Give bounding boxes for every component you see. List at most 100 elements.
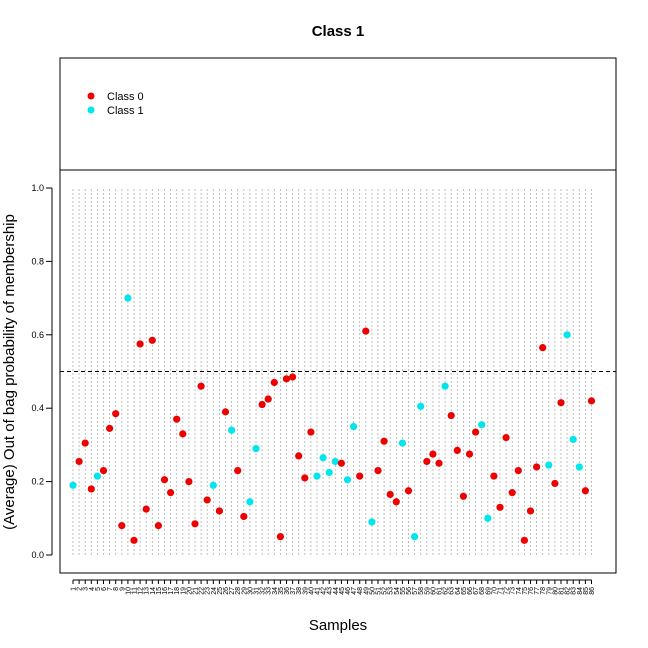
data-point-51 [374,466,382,475]
data-point-43 [325,468,333,477]
data-point-18 [173,415,181,423]
data-point-2 [75,457,83,466]
x-tick-label: 49 [363,587,370,595]
data-point-84 [575,463,583,471]
data-point-59 [423,457,431,466]
x-tick-label: 43 [327,587,334,595]
x-tick-label: 50 [369,587,376,595]
chart-title: Class 1 [312,23,365,40]
x-tick-label: 40 [308,587,315,595]
data-point-36 [282,375,291,383]
data-point-80 [551,479,559,488]
x-tick-label: 74 [516,587,523,595]
data-point-13 [142,505,150,513]
x-tick-label: 5 [95,587,102,591]
x-tick-label: 56 [406,587,413,595]
data-point-74 [514,466,522,475]
data-point-39 [301,474,309,482]
data-point-5 [93,472,101,480]
data-point-53 [386,490,394,499]
x-tick-label: 24 [211,587,218,595]
data-point-73 [508,489,516,497]
data-point-6 [99,466,108,475]
data-point-60 [429,450,437,458]
data-point-3 [81,439,89,447]
x-tick-label: 51 [376,587,383,595]
data-point-68 [478,421,486,429]
x-tick-label: 34 [272,587,279,595]
y-tick-label: 1.0 [31,183,44,193]
data-point-57 [411,533,419,541]
data-point-50 [368,518,376,526]
data-point-85 [581,487,590,495]
x-tick-label: 3 [83,587,90,591]
data-point-31 [252,444,260,453]
x-tick-label: 80 [552,587,559,595]
data-point-23 [203,496,211,504]
x-tick-label: 86 [589,587,596,595]
data-point-16 [160,476,169,484]
data-point-55 [398,439,406,447]
x-tick-label: 76 [528,587,535,595]
data-point-29 [240,512,248,521]
x-tick-label: 63 [449,587,456,595]
x-tick-label: 21 [193,587,200,595]
data-point-30 [246,498,254,506]
data-point-22 [197,382,205,390]
x-tick-label: 71 [498,587,505,595]
data-point-72 [502,433,510,442]
y-tick-label: 0.2 [31,477,44,487]
y-axis: 0.0 0.2 0.4 0.6 0.8 1.0 [31,183,53,560]
x-tick-label: 48 [357,587,364,595]
x-tick-label: 82 [565,587,572,595]
x-tick-label: 60 [430,587,437,595]
x-tick-label: 2 [77,587,84,591]
data-point-40 [307,428,315,436]
data-point-71 [496,503,504,511]
x-tick-label: 47 [351,587,358,595]
x-tick-label: 39 [302,587,309,595]
x-tick-label: 15 [156,587,163,595]
x-tick-label: 4 [89,587,96,591]
x-tick-label: 78 [540,587,547,595]
x-axis-label: Samples [309,617,367,634]
data-point-7 [106,424,114,432]
data-points [69,294,596,544]
data-point-35 [276,533,284,541]
data-point-17 [167,489,175,497]
legend-label-class-0: Class 0 [107,91,144,103]
x-tick-label: 19 [180,587,187,595]
x-tick-label: 13 [144,587,151,595]
data-point-78 [539,344,547,352]
x-tick-label: 83 [571,587,578,595]
data-point-15 [154,522,162,530]
data-point-76 [526,507,535,515]
data-point-81 [557,399,565,407]
x-tick-label: 61 [437,587,444,595]
data-point-75 [520,536,529,544]
data-point-62 [441,382,449,390]
x-tick-label: 67 [473,587,480,595]
data-point-83 [569,435,577,443]
x-tick-label: 26 [223,587,230,595]
x-tick-label: 75 [522,587,529,595]
data-point-37 [289,373,297,381]
legend-marker-class-1 [87,106,95,114]
x-tick-label: 31 [254,587,261,595]
data-point-56 [404,487,413,495]
x-tick-label: 54 [394,587,401,595]
x-tick-label: 1 [71,587,78,591]
x-tick-label: 8 [113,587,120,591]
data-point-14 [148,336,156,344]
x-tick-label: 59 [424,587,431,595]
x-tick-label: 84 [577,587,584,595]
data-point-82 [563,331,571,339]
x-tick-label: 9 [119,587,126,591]
y-axis-label: (Average) Out of bag probability of memb… [1,214,18,530]
data-point-20 [185,478,193,486]
data-point-49 [362,327,370,335]
data-point-63 [447,411,455,420]
x-tick-label: 16 [162,587,169,595]
legend-marker-class-0 [87,92,95,100]
